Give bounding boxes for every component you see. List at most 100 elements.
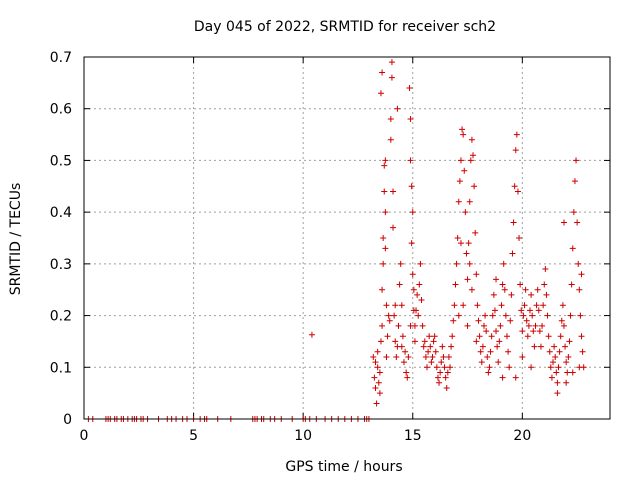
data-point-marker <box>479 343 486 350</box>
data-point-marker <box>452 281 459 288</box>
data-point-marker <box>463 250 470 257</box>
data-point-marker <box>407 116 414 123</box>
data-point-marker <box>457 157 464 164</box>
data-point-marker <box>372 359 379 366</box>
data-point-marker <box>565 353 572 360</box>
data-point-marker <box>421 338 428 345</box>
data-point-marker <box>385 312 392 319</box>
data-point-marker <box>414 291 421 298</box>
data-point-marker <box>371 374 378 381</box>
data-point-marker <box>396 281 403 288</box>
data-point-marker <box>374 348 381 355</box>
data-point-marker <box>524 333 531 340</box>
data-point-marker <box>579 348 586 355</box>
data-point-marker <box>399 333 406 340</box>
data-point-marker <box>383 353 390 360</box>
data-point-marker <box>468 136 475 143</box>
data-point-marker <box>473 338 480 345</box>
data-point-marker <box>466 260 473 267</box>
data-point-marker <box>459 126 466 133</box>
data-point-marker <box>578 271 585 278</box>
data-point-marker <box>557 333 564 340</box>
data-point-marker <box>430 338 437 345</box>
data-point-marker <box>425 348 432 355</box>
data-point-marker <box>407 157 414 164</box>
data-point-marker <box>441 364 448 371</box>
data-point-marker <box>540 302 547 309</box>
data-point-marker <box>428 359 435 366</box>
data-point-marker <box>423 364 430 371</box>
data-point-marker <box>370 353 377 360</box>
y-tick-label: 0.3 <box>50 257 72 273</box>
data-point-marker <box>525 322 532 329</box>
data-point-marker <box>506 364 513 371</box>
data-point-marker <box>490 291 497 298</box>
data-point-marker <box>377 338 384 345</box>
data-point-marker <box>442 374 449 381</box>
data-point-marker <box>519 328 526 335</box>
data-point-marker <box>379 322 386 329</box>
data-point-marker <box>466 198 473 205</box>
x-tick-label: 20 <box>513 428 531 444</box>
data-point-marker <box>554 379 561 386</box>
data-point-marker <box>395 322 402 329</box>
data-point-marker <box>453 260 460 267</box>
data-point-marker <box>384 333 391 340</box>
data-point-marker <box>382 245 389 252</box>
data-point-marker <box>530 328 537 335</box>
data-point-marker <box>444 369 451 376</box>
data-point-marker <box>488 333 495 340</box>
data-point-marker <box>402 348 409 355</box>
data-point-marker <box>405 353 412 360</box>
data-point-marker <box>375 379 382 386</box>
data-point-marker <box>413 307 420 314</box>
data-point-marker <box>465 240 472 247</box>
data-point-marker <box>471 183 478 190</box>
data-point-marker <box>448 343 455 350</box>
data-point-marker <box>373 400 380 407</box>
data-point-marker <box>404 374 411 381</box>
data-point-marker <box>467 157 474 164</box>
data-point-marker <box>493 328 500 335</box>
data-point-marker <box>497 322 504 329</box>
data-point-marker <box>416 281 423 288</box>
data-point-marker <box>543 291 550 298</box>
data-point-marker <box>380 260 387 267</box>
data-point-marker <box>548 374 555 381</box>
data-point-marker <box>438 359 445 366</box>
data-point-marker <box>542 266 549 273</box>
data-point-marker <box>455 312 462 319</box>
data-point-marker <box>436 379 443 386</box>
data-point-marker <box>487 348 494 355</box>
data-point-marker <box>409 271 416 278</box>
data-point-marker <box>537 343 544 350</box>
y-tick-labels: 0 0.1 0.2 0.3 0.4 0.5 0.6 0.7 <box>50 50 72 428</box>
data-point-marker <box>511 183 518 190</box>
y-tick-label: 0.5 <box>50 153 72 169</box>
data-point-marker <box>383 302 390 309</box>
data-point-marker <box>468 286 475 293</box>
y-tick-label: 0 <box>63 412 72 428</box>
data-point-marker <box>415 312 422 319</box>
data-point-marker <box>390 188 397 195</box>
data-point-marker <box>475 317 482 324</box>
data-point-marker <box>420 343 427 350</box>
data-point-marker <box>387 136 394 143</box>
data-point-marker <box>536 328 543 335</box>
data-point-marker <box>518 307 525 314</box>
data-point-marker <box>447 364 454 371</box>
data-point-marker <box>411 338 418 345</box>
data-point-marker <box>390 224 397 231</box>
data-point-marker <box>498 302 505 309</box>
data-point-marker <box>400 359 407 366</box>
data-point-marker <box>427 343 434 350</box>
data-point-marker <box>451 302 458 309</box>
data-point-marker <box>388 74 395 81</box>
data-point-marker <box>550 359 557 366</box>
data-point-marker <box>569 245 576 252</box>
chart-title: Day 045 of 2022, SRMTID for receiver sch… <box>194 19 496 35</box>
data-point-marker <box>379 286 386 293</box>
data-point-marker <box>496 338 503 345</box>
data-point-marker <box>403 369 410 376</box>
data-point-marker <box>391 312 398 319</box>
